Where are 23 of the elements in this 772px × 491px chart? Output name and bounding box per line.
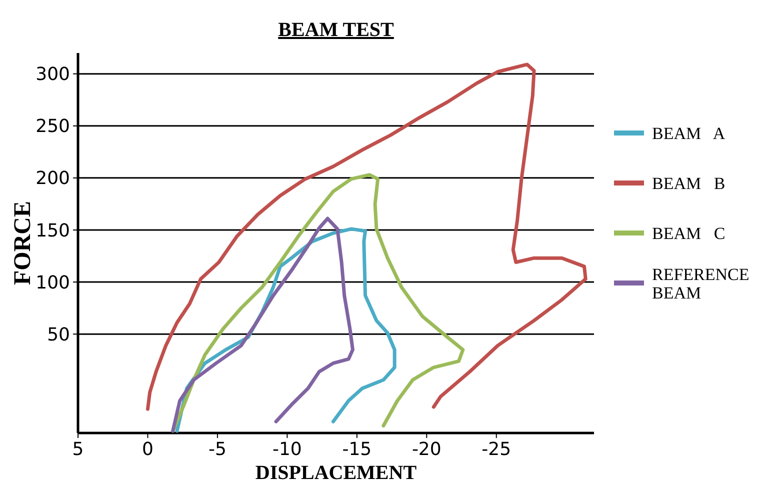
legend-label: BEAM A xyxy=(652,124,726,143)
line-series xyxy=(171,173,465,433)
x-tick-label: -5 xyxy=(208,439,226,460)
legend-label: BEAM C xyxy=(652,224,726,243)
y-tick-label: 100 xyxy=(36,272,70,294)
y-tick-label: 300 xyxy=(36,64,70,86)
y-tick-label: 200 xyxy=(36,168,70,190)
legend-label: BEAM B xyxy=(652,174,726,193)
y-tick-label: 50 xyxy=(47,324,70,346)
legend-label: REFERENCE BEAM xyxy=(652,264,750,303)
x-tick-label: 5 xyxy=(72,439,84,460)
y-axis-title: FORCE xyxy=(10,201,36,285)
line-series xyxy=(146,62,588,411)
x-tick-label: 0 xyxy=(142,439,154,460)
x-axis-title: DISPLACEMENT xyxy=(255,462,418,484)
chart-title: BEAM TEST xyxy=(278,19,395,41)
x-tick-label: -10 xyxy=(272,439,302,460)
y-tick-label: 150 xyxy=(36,220,70,242)
line-series xyxy=(171,216,354,433)
y-tick-label: 250 xyxy=(36,116,70,138)
x-tick-label: -15 xyxy=(342,439,372,460)
x-tick-label: -20 xyxy=(412,439,442,460)
x-tick-label: -25 xyxy=(482,439,512,460)
